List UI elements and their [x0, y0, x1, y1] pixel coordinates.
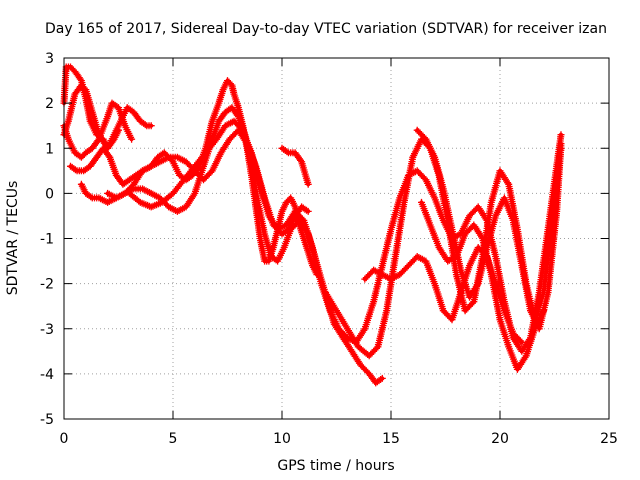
- y-tick-label: 1: [45, 141, 54, 157]
- grid-lines: [64, 58, 609, 419]
- axis-ticks: 0 5 10 15 20 25 -5 -4 -3 -2 -1 0 1 2 3: [40, 51, 618, 447]
- y-tick-label: -4: [40, 367, 54, 383]
- data-point-markers: [418, 198, 548, 373]
- series-line: [323, 137, 563, 358]
- x-tick-label: 5: [169, 431, 178, 447]
- chart-title: Day 165 of 2017, Sidereal Day-to-day VTE…: [45, 21, 607, 37]
- data-point-markers: [322, 135, 565, 360]
- y-axis-label: SDTVAR / TECUs: [5, 181, 21, 296]
- data-point-markers: [77, 104, 386, 387]
- y-tick-label: -3: [40, 322, 54, 338]
- y-tick-label: 3: [45, 51, 54, 67]
- y-tick-label: -5: [40, 412, 54, 428]
- series-line: [127, 119, 563, 354]
- y-tick-label: -1: [40, 232, 54, 248]
- x-tick-label: 10: [273, 431, 291, 447]
- y-tick-label: -2: [40, 277, 54, 293]
- data-point-markers: [278, 144, 312, 188]
- series-line: [79, 105, 385, 385]
- x-tick-label: 15: [382, 431, 400, 447]
- series-track-5: [77, 104, 386, 387]
- series-track-9: [322, 135, 565, 360]
- x-tick-label: 0: [60, 431, 69, 447]
- x-axis-label: GPS time / hours: [277, 458, 394, 474]
- series-line: [68, 78, 319, 277]
- series-track-8: [278, 144, 312, 188]
- x-tick-label: 25: [600, 431, 618, 447]
- y-tick-label: 0: [45, 186, 54, 202]
- data-series: [60, 63, 565, 387]
- series-track-12: [418, 198, 548, 373]
- series-track-6: [104, 126, 312, 238]
- x-tick-label: 20: [491, 431, 509, 447]
- y-tick-label: 2: [45, 96, 54, 112]
